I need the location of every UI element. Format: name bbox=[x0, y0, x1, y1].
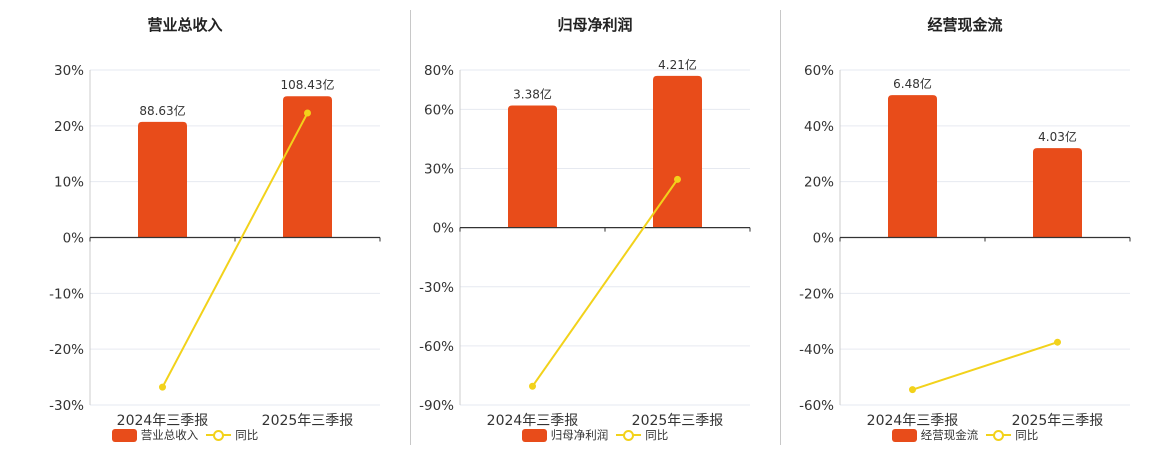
yoy-point bbox=[529, 382, 536, 390]
y-tick-label: 60% bbox=[424, 102, 454, 118]
y-tick-label: 30% bbox=[424, 162, 454, 178]
legend-item-bar[interactable]: 归母净利润 bbox=[521, 427, 609, 443]
x-category-label: 2025年三季报 bbox=[262, 413, 354, 429]
legend-line-label: 同比 bbox=[1015, 428, 1039, 442]
y-tick-label: -30% bbox=[419, 280, 454, 296]
legend-bar-swatch bbox=[521, 428, 547, 442]
legend: 营业总收入 同比 bbox=[0, 427, 370, 443]
bar bbox=[138, 121, 187, 238]
legend-bar-label: 归母净利润 bbox=[550, 428, 609, 442]
chart-title: 营业总收入 bbox=[147, 16, 223, 34]
bar-data-label: 108.43亿 bbox=[281, 77, 335, 92]
legend-line-label: 同比 bbox=[645, 428, 669, 442]
bar bbox=[653, 75, 702, 228]
legend-item-line[interactable]: 同比 bbox=[616, 427, 668, 443]
legend-item-bar[interactable]: 经营现金流 bbox=[891, 427, 979, 443]
bar bbox=[1033, 148, 1082, 238]
chart-title: 经营现金流 bbox=[927, 16, 1003, 34]
bar-data-label: 3.38亿 bbox=[513, 86, 552, 101]
bar-data-label: 6.48亿 bbox=[893, 76, 932, 91]
chart-plot: 60% 40% 20% 0% -20% -40% -60% 6.48亿 4.03亿 2024年三季… bbox=[799, 63, 1131, 429]
legend-line-label: 同比 bbox=[235, 428, 259, 442]
x-category-label: 2024年三季报 bbox=[867, 413, 959, 429]
legend-line-swatch bbox=[986, 429, 1012, 441]
y-tick-label: -30% bbox=[49, 398, 84, 414]
x-category-label: 2025年三季报 bbox=[632, 413, 724, 429]
y-tick-label: -20% bbox=[799, 286, 834, 302]
panel-divider bbox=[780, 10, 781, 445]
legend-line-swatch bbox=[206, 429, 232, 441]
y-tick-label: 20% bbox=[54, 119, 84, 135]
chart-plot: 30% 20% 10% 0% -10% -20% -30% 88.63亿 108.43亿 2024… bbox=[49, 63, 381, 429]
y-tick-label: -60% bbox=[419, 339, 454, 355]
y-tick-label: 20% bbox=[804, 175, 834, 191]
y-tick-label: -60% bbox=[799, 398, 834, 414]
y-tick-label: 40% bbox=[804, 119, 834, 135]
y-tick-label: 80% bbox=[424, 63, 454, 79]
chart-panel-cash-flow: 经营现金流 60% 40% 20% 0% -20% -40% -60% 6.48亿 4.03亿 2… bbox=[740, 0, 1131, 450]
legend: 经营现金流 同比 bbox=[780, 427, 1150, 443]
chart-title: 归母净利润 bbox=[557, 16, 633, 34]
y-tick-label: -10% bbox=[49, 286, 84, 302]
yoy-line bbox=[912, 341, 1058, 391]
chart-panel-revenue: 营业总收入 30% 20% 10% 0% -10% -20% -30% 88.63亿 108.4… bbox=[0, 0, 381, 450]
yoy-point bbox=[304, 109, 311, 117]
legend: 归母净利润 同比 bbox=[410, 427, 780, 443]
bar bbox=[283, 96, 332, 238]
legend-bar-swatch bbox=[891, 428, 917, 442]
legend-item-line[interactable]: 同比 bbox=[986, 427, 1038, 443]
bar bbox=[888, 95, 937, 238]
bar-data-label: 88.63亿 bbox=[139, 103, 185, 118]
chart-plot: 80% 60% 30% 0% -30% -60% -90% 3.38亿 4.21亿 2024年三季… bbox=[419, 57, 751, 429]
y-tick-label: 0% bbox=[813, 231, 835, 247]
yoy-point bbox=[909, 386, 916, 394]
legend-item-bar[interactable]: 营业总收入 bbox=[111, 427, 199, 443]
y-tick-label: -40% bbox=[799, 342, 834, 358]
y-tick-label: 60% bbox=[804, 63, 834, 79]
y-tick-label: 0% bbox=[63, 231, 85, 247]
legend-bar-label: 经营现金流 bbox=[920, 428, 979, 442]
panel-divider bbox=[410, 10, 411, 445]
legend-item-line[interactable]: 同比 bbox=[206, 427, 258, 443]
yoy-point bbox=[674, 175, 681, 183]
x-category-label: 2025年三季报 bbox=[1012, 413, 1104, 429]
legend-bar-label: 营业总收入 bbox=[140, 428, 199, 442]
yoy-point bbox=[1054, 338, 1061, 346]
y-tick-label: -90% bbox=[419, 398, 454, 414]
y-tick-label: 30% bbox=[54, 63, 84, 79]
y-tick-label: 10% bbox=[54, 175, 84, 191]
x-category-label: 2024年三季报 bbox=[117, 413, 209, 429]
yoy-line bbox=[531, 178, 679, 387]
y-tick-label: 0% bbox=[433, 221, 455, 237]
bar-data-label: 4.03亿 bbox=[1038, 129, 1077, 144]
bar bbox=[508, 105, 557, 228]
x-category-label: 2024年三季报 bbox=[487, 413, 579, 429]
yoy-line bbox=[161, 112, 309, 388]
yoy-point bbox=[159, 383, 166, 391]
legend-bar-swatch bbox=[111, 428, 137, 442]
bar-data-label: 4.21亿 bbox=[658, 57, 697, 72]
chart-panel-net-profit: 归母净利润 80% 60% 30% 0% -30% -60% -90% 3.38亿 4.21亿 2… bbox=[370, 0, 751, 450]
legend-line-swatch bbox=[616, 429, 642, 441]
y-tick-label: -20% bbox=[49, 342, 84, 358]
